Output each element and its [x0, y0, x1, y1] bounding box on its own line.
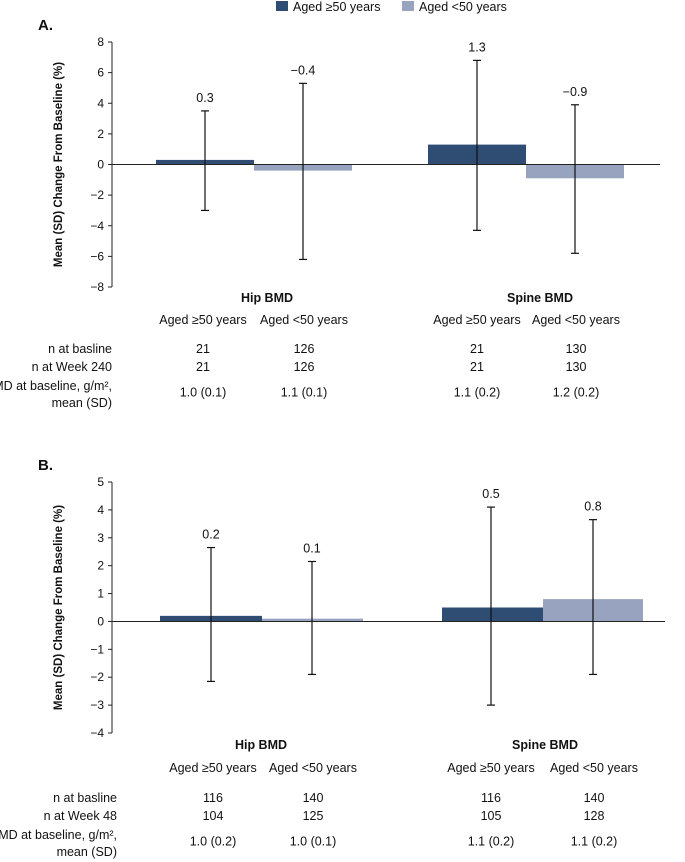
table-cell: 130	[566, 342, 587, 356]
group-label-hip-bmd: Hip BMD	[235, 738, 287, 752]
error-bar	[299, 82, 307, 261]
table-subheader: Aged <50 years	[550, 761, 638, 775]
data-label: 1.3	[468, 40, 485, 54]
table-cell: 1.1 (0.2)	[454, 386, 501, 400]
y-tick-label: −2	[90, 188, 104, 202]
y-axis-title: Mean (SD) Change From Baseline (%)	[53, 505, 65, 710]
table-cell: 116	[203, 791, 223, 805]
table-row-label: n at basline	[53, 791, 117, 805]
error-bar	[571, 104, 579, 254]
table-cell: 1.1 (0.2)	[571, 835, 618, 849]
table-subheader: Aged <50 years	[269, 761, 357, 775]
y-tick-label: 4	[97, 503, 104, 517]
error-bar	[473, 59, 481, 231]
table-subheader: Aged <50 years	[260, 313, 348, 327]
table-cell: 125	[303, 809, 324, 823]
y-tick-label: 6	[97, 66, 104, 80]
table-cell: 21	[470, 342, 484, 356]
y-tick-label: 0	[97, 614, 104, 628]
y-tick-label: 0	[97, 158, 104, 172]
y-tick-label: −4	[90, 219, 104, 233]
panel-label: A.	[38, 17, 53, 34]
y-tick-label: −1	[90, 642, 104, 656]
y-tick-label: 8	[97, 35, 104, 49]
table-cell: 128	[584, 809, 605, 823]
data-label: 0.1	[303, 541, 320, 555]
table-cell: 1.1 (0.1)	[281, 386, 328, 400]
table-cell: 140	[303, 791, 324, 805]
table-subheader: Aged ≥50 years	[169, 761, 256, 775]
data-label: 0.3	[196, 91, 213, 105]
table-cell: 105	[481, 809, 502, 823]
table-cell: 21	[196, 342, 210, 356]
data-label: 0.5	[482, 487, 499, 501]
table-cell: 126	[294, 342, 315, 356]
bar-spine-aged-50-plus	[442, 607, 543, 622]
table-subheader: Aged ≥50 years	[159, 313, 246, 327]
y-axis-title: Mean (SD) Change From Baseline (%)	[53, 62, 65, 267]
group-label-hip-bmd: Hip BMD	[241, 291, 293, 305]
table-cell: 104	[203, 809, 224, 823]
table-cell: 1.0 (0.2)	[190, 835, 237, 849]
data-label: 0.8	[584, 500, 601, 514]
y-tick-label: 2	[97, 559, 104, 573]
y-tick-label: 5	[97, 475, 104, 489]
y-tick-label: −3	[90, 698, 104, 712]
legend: Aged ≥50 years Aged <50 years	[276, 0, 507, 14]
table-cell: 21	[470, 360, 484, 374]
error-bar	[201, 110, 209, 212]
table-subheader: Aged ≥50 years	[433, 313, 520, 327]
data-label: −0.9	[563, 85, 588, 99]
y-tick-label: 4	[97, 96, 104, 110]
table-row-label: BMD at baseline, g/m²,	[0, 828, 117, 842]
table-cell: 140	[584, 791, 605, 805]
error-bar	[487, 506, 495, 706]
table-row-label-cont: mean (SD)	[57, 845, 117, 859]
table-cell: 126	[294, 360, 315, 374]
table-cell: 116	[481, 791, 501, 805]
data-label: 0.2	[202, 528, 219, 542]
y-tick-label: −8	[90, 280, 104, 294]
y-tick-label: −2	[90, 670, 104, 684]
error-bar	[207, 546, 215, 683]
table-cell: 21	[196, 360, 210, 374]
table-row-label: n at Week 240	[32, 360, 112, 374]
table-cell: 130	[566, 360, 587, 374]
table-row-label-cont: mean (SD)	[52, 396, 112, 410]
y-tick-label: −4	[90, 726, 104, 740]
legend-swatch-aged-50-plus	[276, 1, 288, 11]
legend-label-aged-under-50: Aged <50 years	[419, 0, 507, 14]
chart-panel-a: A. Mean (SD) Change From Baseline (%) 8 6 4 2…	[0, 17, 660, 410]
table-subheader: Aged ≥50 years	[447, 761, 534, 775]
table-cell: 1.2 (0.2)	[553, 386, 600, 400]
table-subheader: Aged <50 years	[532, 313, 620, 327]
group-label-spine-bmd: Spine BMD	[507, 291, 573, 305]
table-row-label: n at basline	[48, 342, 112, 356]
legend-swatch-aged-under-50	[402, 1, 414, 11]
y-tick-label: 2	[97, 127, 104, 141]
table-cell: 1.0 (0.1)	[180, 386, 227, 400]
y-tick-label: 3	[97, 531, 104, 545]
table-cell: 1.0 (0.1)	[290, 835, 337, 849]
group-label-spine-bmd: Spine BMD	[512, 738, 578, 752]
chart-panel-b: B. Mean (SD) Change From Baseline (%) 5 4 3 2…	[0, 457, 665, 859]
data-label: −0.4	[291, 63, 316, 77]
y-tick-label: −6	[90, 249, 104, 263]
table-row-label: BMD at baseline, g/m²,	[0, 379, 112, 393]
legend-label-aged-50-plus: Aged ≥50 years	[293, 0, 380, 14]
error-bar	[589, 519, 597, 676]
y-tick-label: 1	[97, 587, 104, 601]
error-bar	[308, 560, 316, 676]
table-row-label: n at Week 48	[44, 809, 117, 823]
table-cell: 1.1 (0.2)	[468, 835, 515, 849]
panel-label: B.	[38, 457, 53, 474]
